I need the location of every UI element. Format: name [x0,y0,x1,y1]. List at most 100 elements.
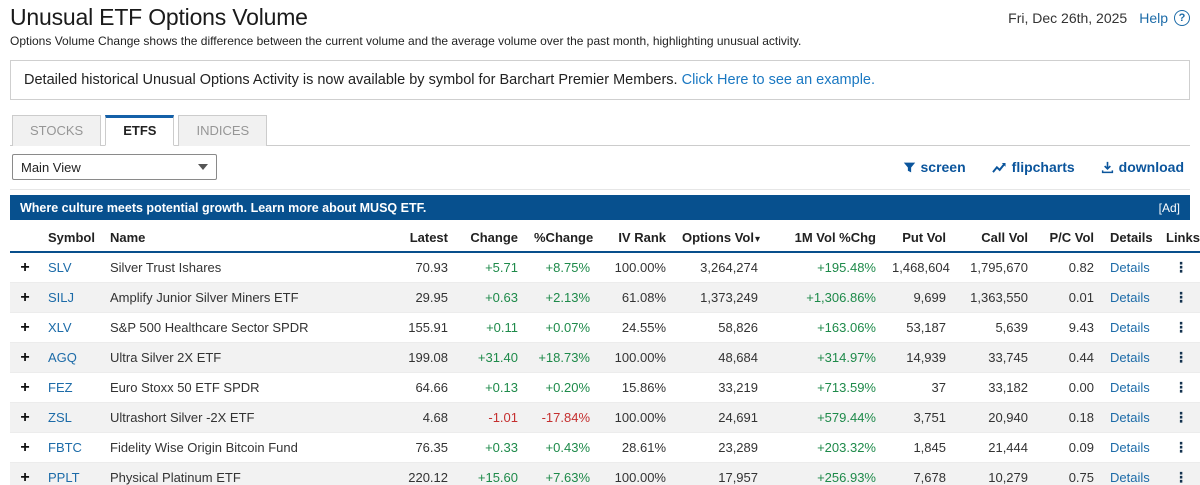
expand-row-button[interactable]: + [20,348,30,366]
ad-tag: [Ad] [1158,200,1180,215]
col-header-pct-change[interactable]: %Change [526,224,598,253]
latest-cell: 4.68 [390,402,456,433]
tab-indices[interactable]: INDICES [178,115,268,146]
col-header-details[interactable]: Details [1102,224,1158,253]
change-cell: +15.60 [456,462,526,485]
etf-name: Silver Trust Ishares [102,252,390,283]
kebab-menu-icon[interactable]: ⋮ [1174,409,1188,425]
expand-row-button[interactable]: + [20,438,30,456]
call-vol-cell: 5,639 [954,312,1036,343]
symbol-link[interactable]: ZSL [48,410,72,425]
symbol-link[interactable]: FEZ [48,380,73,395]
col-header-change[interactable]: Change [456,224,526,253]
col-header-links[interactable]: Links [1158,224,1200,253]
tab-etfs[interactable]: ETFS [105,115,175,146]
options-vol-cell: 33,219 [674,372,766,403]
ad-banner[interactable]: Where culture meets potential growth. Le… [10,195,1190,220]
download-label: download [1118,159,1184,175]
etf-name: S&P 500 Healthcare Sector SPDR [102,312,390,343]
col-header-pc-vol[interactable]: P/C Vol [1036,224,1102,253]
latest-cell: 70.93 [390,252,456,283]
col-header-iv-rank[interactable]: IV Rank [598,224,674,253]
kebab-menu-icon[interactable]: ⋮ [1174,319,1188,335]
expand-row-button[interactable]: + [20,318,30,336]
table-row: + XLV S&P 500 Healthcare Sector SPDR 155… [10,312,1200,343]
options-vol-cell: 17,957 [674,462,766,485]
notice-link[interactable]: Click Here to see an example. [681,72,876,88]
symbol-link[interactable]: SLV [48,260,72,275]
details-link[interactable]: Details [1110,320,1150,335]
help-link[interactable]: Help [1139,10,1168,26]
table-row: + ZSL Ultrashort Silver -2X ETF 4.68 -1.… [10,402,1200,433]
expand-row-button[interactable]: + [20,408,30,426]
kebab-menu-icon[interactable]: ⋮ [1174,289,1188,305]
download-link[interactable]: download [1101,159,1184,175]
kebab-menu-icon[interactable]: ⋮ [1174,439,1188,455]
tab-stocks[interactable]: STOCKS [12,115,102,146]
options-vol-cell: 48,684 [674,342,766,373]
toolbar-links: screen flipcharts download [903,159,1189,175]
symbol-link[interactable]: SILJ [48,290,75,305]
kebab-menu-icon[interactable]: ⋮ [1174,379,1188,395]
expand-row-button[interactable]: + [20,288,30,306]
flipcharts-link[interactable]: flipcharts [991,159,1075,175]
put-vol-cell: 1,845 [884,432,954,463]
col-header-put-vol[interactable]: Put Vol [884,224,954,253]
col-header-latest[interactable]: Latest [390,224,456,253]
view-select[interactable]: Main View [12,154,217,180]
symbol-link[interactable]: FBTC [48,440,82,455]
col-header-options-vol[interactable]: Options Vol▾ [674,224,766,253]
kebab-menu-icon[interactable]: ⋮ [1174,349,1188,365]
details-link[interactable]: Details [1110,260,1150,275]
kebab-menu-icon[interactable]: ⋮ [1174,469,1188,485]
details-link[interactable]: Details [1110,350,1150,365]
details-link[interactable]: Details [1110,380,1150,395]
pct-change-cell: +0.20% [526,372,598,403]
pct-change-cell: -17.84% [526,402,598,433]
options-volume-table: Symbol Name Latest Change %Change IV Ran… [10,224,1200,485]
page-title: Unusual ETF Options Volume [10,4,308,30]
details-link[interactable]: Details [1110,440,1150,455]
symbol-link[interactable]: XLV [48,320,72,335]
change-cell: +0.11 [456,312,526,343]
1m-vol-chg-cell: +203.32% [766,432,884,463]
pct-change-cell: +18.73% [526,342,598,373]
etf-name: Ultrashort Silver -2X ETF [102,402,390,433]
chart-line-icon [991,161,1007,174]
kebab-menu-icon[interactable]: ⋮ [1174,259,1188,275]
details-link[interactable]: Details [1110,290,1150,305]
etf-name: Physical Platinum ETF [102,462,390,485]
call-vol-cell: 1,363,550 [954,282,1036,313]
latest-cell: 64.66 [390,372,456,403]
expand-row-button[interactable]: + [20,378,30,396]
symbol-link[interactable]: AGQ [48,350,77,365]
table-header: Symbol Name Latest Change %Change IV Ran… [10,224,1200,253]
table-body: + SLV Silver Trust Ishares 70.93 +5.71 +… [10,252,1200,485]
etf-name: Amplify Junior Silver Miners ETF [102,282,390,313]
put-vol-cell: 7,678 [884,462,954,485]
col-header-1m-vol-chg[interactable]: 1M Vol %Chg [766,224,884,253]
screen-link[interactable]: screen [903,159,966,175]
details-link[interactable]: Details [1110,470,1150,485]
1m-vol-chg-cell: +579.44% [766,402,884,433]
etf-name: Ultra Silver 2X ETF [102,342,390,373]
expand-row-button[interactable]: + [20,468,30,485]
col-header-symbol[interactable]: Symbol [40,224,102,253]
latest-cell: 76.35 [390,432,456,463]
table-row: + FBTC Fidelity Wise Origin Bitcoin Fund… [10,432,1200,463]
call-vol-cell: 21,444 [954,432,1036,463]
col-header-call-vol[interactable]: Call Vol [954,224,1036,253]
symbol-link[interactable]: PPLT [48,470,80,485]
iv-rank-cell: 24.55% [598,312,674,343]
details-link[interactable]: Details [1110,410,1150,425]
expand-row-button[interactable]: + [20,258,30,276]
pc-vol-cell: 0.00 [1036,372,1102,403]
pct-change-cell: +8.75% [526,252,598,283]
iv-rank-cell: 61.08% [598,282,674,313]
tab-bar: STOCKS ETFS INDICES [10,114,1190,146]
col-header-name[interactable]: Name [102,224,390,253]
help-icon[interactable]: ? [1174,10,1190,26]
latest-cell: 199.08 [390,342,456,373]
view-select-value: Main View [21,159,81,175]
